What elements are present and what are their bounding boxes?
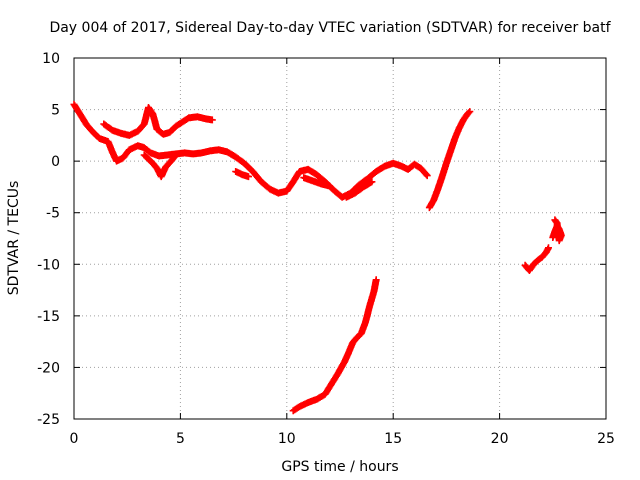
chart-title: Day 004 of 2017, Sidereal Day-to-day VTE… — [49, 20, 611, 36]
series-markers — [70, 100, 431, 201]
series-cluster-b — [549, 216, 565, 245]
axis-ticks — [73, 57, 607, 420]
series-markers — [521, 244, 552, 274]
y-tick-label: 5 — [51, 103, 60, 119]
x-tick-label: 5 — [176, 431, 185, 447]
series-rising-track — [425, 108, 474, 212]
series-markers — [100, 104, 216, 139]
series-markers — [289, 276, 380, 415]
y-axis-label: SDTVAR / TECUs — [6, 181, 22, 296]
y-tick-label: 0 — [51, 154, 60, 170]
x-tick-label: 10 — [278, 431, 296, 447]
y-tick-label: -5 — [46, 206, 60, 222]
series-main-track — [70, 100, 431, 201]
series-wiggle-d — [342, 178, 376, 201]
series-markers — [549, 216, 565, 245]
series-markers — [425, 108, 474, 212]
plot-frame — [73, 57, 607, 420]
y-tick-label: -20 — [37, 360, 60, 376]
y-tick-label: -15 — [37, 309, 60, 325]
x-tick-label: 20 — [491, 431, 509, 447]
x-tick-label: 0 — [70, 431, 79, 447]
y-tick-label: 10 — [42, 51, 60, 67]
x-tick-label: 15 — [384, 431, 402, 447]
y-tick-labels: -25 -20 -15 -10 -5 0 5 10 — [37, 51, 60, 428]
x-axis-label: GPS time / hours — [281, 459, 398, 475]
series-markers — [232, 168, 252, 181]
y-tick-label: -10 — [37, 257, 60, 273]
series-wiggle-c — [300, 174, 333, 190]
series-markers — [342, 178, 376, 201]
series-markers — [300, 174, 333, 190]
x-tick-labels: 0 5 10 15 20 25 — [70, 431, 615, 447]
data-series — [70, 100, 565, 415]
x-tick-label: 25 — [597, 431, 615, 447]
grid — [74, 58, 606, 419]
series-low-track — [289, 276, 380, 415]
series-wiggle-b — [232, 168, 252, 181]
series-cluster-a — [521, 244, 552, 274]
y-tick-label: -25 — [37, 412, 60, 428]
series-markers — [140, 151, 180, 181]
series-upper-branch — [100, 104, 216, 139]
series-lower-branch — [140, 151, 180, 181]
